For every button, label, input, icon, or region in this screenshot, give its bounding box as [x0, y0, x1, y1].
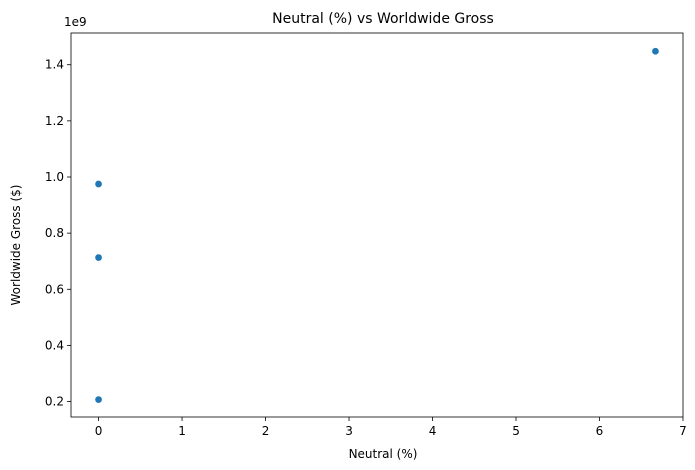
- x-tick-label: 4: [429, 424, 437, 438]
- x-tick-label: 1: [178, 424, 186, 438]
- x-tick-label: 5: [512, 424, 520, 438]
- y-axis: 0.2 0.4 0.6 0.8 1.0 1.2 1.4: [45, 58, 71, 409]
- chart-title: Neutral (%) vs Worldwide Gross: [272, 11, 494, 27]
- plot-frame: [70, 32, 684, 418]
- x-axis: 0 1 2 3 4 5 6 7: [95, 417, 687, 438]
- y-tick-label: 1.4: [45, 58, 64, 72]
- y-tick-label: 0.4: [45, 338, 64, 352]
- y-scale-label: 1e9: [64, 15, 87, 29]
- scatter-point: [651, 47, 660, 56]
- y-tick-label: 0.8: [45, 226, 64, 240]
- plot-area: [70, 32, 684, 418]
- y-tick-label: 0.6: [45, 282, 64, 296]
- scatter-point: [94, 180, 103, 188]
- y-axis-label: Worldwide Gross ($): [9, 185, 23, 306]
- y-tick-label: 1.0: [45, 170, 64, 184]
- y-tick-label: 1.2: [45, 114, 64, 128]
- x-tick-label: 2: [262, 424, 270, 438]
- x-tick-label: 3: [345, 424, 353, 438]
- data-points: [94, 47, 660, 404]
- scatter-point: [94, 253, 103, 262]
- x-tick-label: 0: [95, 424, 103, 438]
- x-axis-label: Neutral (%): [349, 447, 418, 461]
- x-tick-label: 7: [679, 424, 687, 438]
- y-tick-label: 0.2: [45, 395, 64, 409]
- scatter-point: [94, 395, 103, 404]
- x-tick-label: 6: [596, 424, 604, 438]
